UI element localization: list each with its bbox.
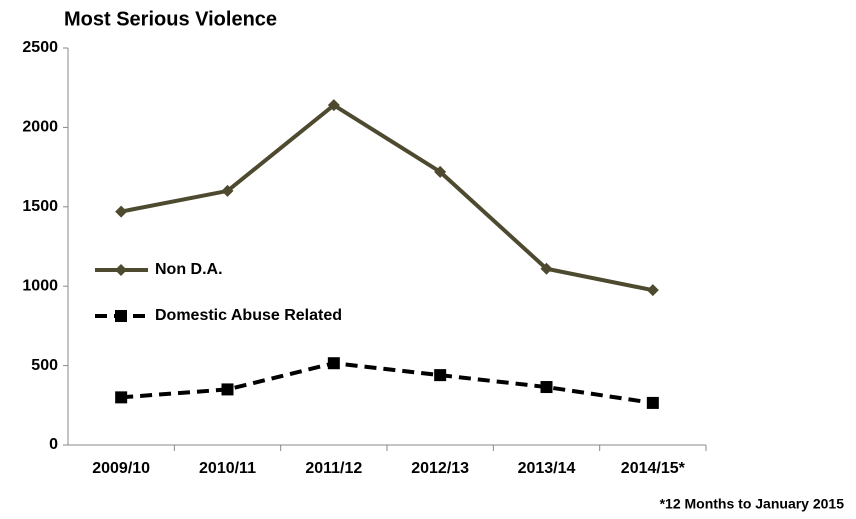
marker [327, 99, 340, 112]
marker [434, 369, 447, 382]
x-tick-label: 2014/15* [621, 460, 686, 477]
x-tick-label: 2010/11 [199, 460, 256, 477]
x-tick-label: 2011/12 [305, 460, 362, 477]
y-tick-label: 1000 [22, 277, 58, 294]
series-line [121, 361, 654, 405]
marker [434, 165, 447, 178]
legend-marker [115, 310, 127, 322]
y-tick-label: 2500 [22, 39, 58, 56]
x-tick-label: 2012/13 [411, 460, 469, 477]
footnote: *12 Months to January 2015 [660, 496, 845, 512]
y-tick-label: 0 [49, 436, 58, 453]
marker [221, 383, 234, 396]
marker [115, 391, 128, 404]
y-tick-label: 1500 [22, 198, 58, 215]
y-tick-label: 500 [31, 357, 58, 374]
marker [540, 262, 553, 275]
x-tick-label: 2009/10 [92, 460, 150, 477]
y-tick-label: 2000 [22, 119, 58, 136]
marker [115, 205, 128, 218]
marker [646, 396, 659, 409]
legend-marker [115, 264, 127, 276]
legend-label: Non D.A. [155, 261, 223, 278]
marker [327, 357, 340, 370]
legend-label: Domestic Abuse Related [155, 307, 342, 324]
marker [646, 284, 659, 297]
x-tick-label: 2013/14 [518, 460, 576, 477]
series-line [120, 102, 654, 293]
marker [540, 381, 553, 394]
marker [221, 184, 234, 197]
chart-title: Most Serious Violence [64, 8, 277, 30]
